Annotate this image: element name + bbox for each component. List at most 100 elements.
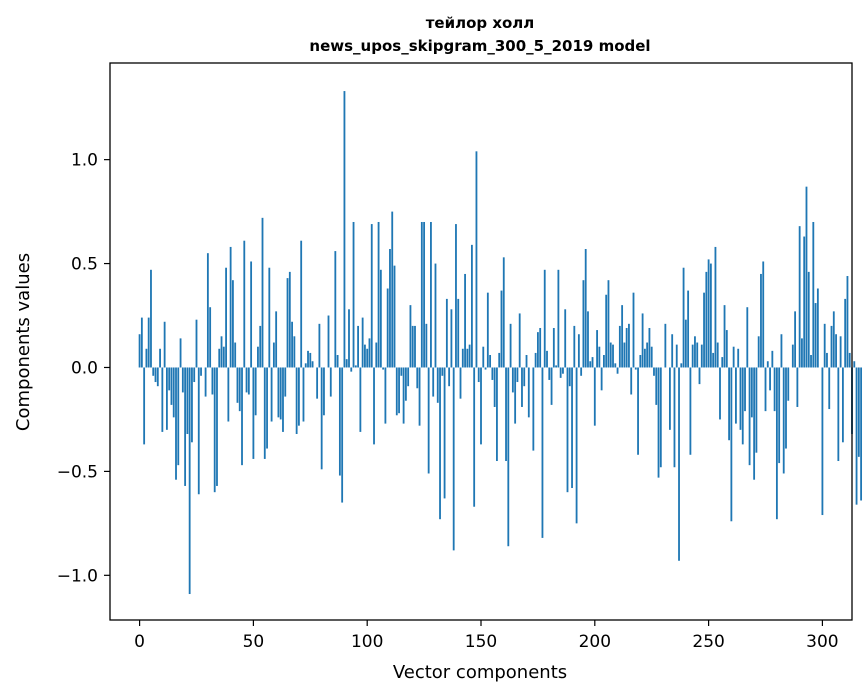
bar-256: [721, 357, 723, 367]
bar-267: [746, 307, 748, 367]
bar-223: [646, 343, 648, 368]
bar-81: [323, 367, 325, 415]
bar-164: [512, 367, 514, 392]
bar-43: [237, 367, 239, 402]
bar-109: [387, 289, 389, 368]
bar-220: [639, 355, 641, 367]
bar-119: [410, 305, 412, 367]
bar-176: [539, 328, 541, 367]
bar-219: [637, 367, 639, 454]
bar-148: [476, 151, 478, 367]
bar-292: [803, 237, 805, 368]
bar-71: [300, 241, 302, 368]
bar-80: [321, 367, 323, 469]
bar-156: [494, 367, 496, 406]
x-tick-label: 100: [351, 632, 383, 652]
bar-291: [801, 338, 803, 367]
bar-68: [293, 336, 295, 367]
bar-69: [296, 367, 298, 434]
bar-234: [671, 334, 673, 367]
bar-271: [755, 367, 757, 452]
bar-87: [337, 355, 339, 367]
bar-35: [218, 349, 220, 368]
bar-209: [614, 363, 616, 367]
bar-314: [853, 361, 855, 367]
bar-151: [482, 347, 484, 368]
bar-116: [403, 367, 405, 423]
bar-237: [678, 367, 680, 560]
bar-123: [419, 367, 421, 425]
bar-310: [844, 299, 846, 368]
bar-315: [856, 367, 858, 504]
bar-70: [298, 367, 300, 425]
bar-248: [703, 293, 705, 368]
bar-208: [612, 345, 614, 368]
bar-307: [837, 367, 839, 461]
bar-169: [523, 367, 525, 386]
bar-290: [799, 226, 801, 367]
bar-25: [196, 320, 198, 368]
bar-213: [623, 343, 625, 368]
bar-22: [189, 367, 191, 594]
bar-49: [250, 261, 252, 367]
bar-279: [774, 367, 776, 411]
bar-102: [371, 224, 373, 367]
bar-306: [835, 334, 837, 367]
bar-7: [155, 367, 157, 382]
bar-242: [689, 367, 691, 454]
bar-135: [446, 299, 448, 368]
bar-231: [664, 324, 666, 368]
bar-284: [785, 367, 787, 448]
bar-269: [751, 367, 753, 417]
bar-19: [182, 367, 184, 392]
bar-72: [303, 367, 305, 421]
bar-161: [505, 367, 507, 461]
bar-147: [473, 367, 475, 506]
bar-304: [831, 326, 833, 368]
bar-193: [578, 334, 580, 367]
bar-46: [243, 241, 245, 368]
bar-198: [589, 361, 591, 367]
bar-199: [592, 357, 594, 367]
bar-38: [225, 268, 227, 368]
bar-128: [430, 222, 432, 367]
x-tick-label: 250: [692, 632, 724, 652]
bar-247: [701, 345, 703, 368]
bar-55: [264, 367, 266, 458]
bar-229: [660, 367, 662, 467]
bar-113: [396, 367, 398, 415]
bar-196: [585, 249, 587, 367]
bar-112: [394, 266, 396, 368]
bar-211: [619, 326, 621, 368]
bar-127: [428, 367, 430, 473]
bar-214: [626, 328, 628, 367]
bar-259: [728, 367, 730, 440]
bar-225: [651, 347, 653, 368]
bar-32: [212, 367, 214, 394]
bar-118: [407, 367, 409, 386]
bar-202: [598, 347, 600, 368]
bar-281: [778, 367, 780, 463]
bar-268: [749, 367, 751, 465]
bar-266: [744, 367, 746, 411]
bar-262: [735, 367, 737, 423]
bar-106: [380, 270, 382, 368]
bar-100: [366, 349, 368, 368]
bar-89: [341, 367, 343, 502]
bar-94: [353, 222, 355, 367]
bar-115: [400, 367, 402, 375]
bar-265: [742, 367, 744, 444]
bar-61: [278, 367, 280, 417]
bar-59: [273, 343, 275, 368]
bar-183: [555, 365, 557, 367]
bar-190: [571, 367, 573, 488]
bar-264: [740, 367, 742, 429]
bar-221: [642, 313, 644, 367]
bar-9: [159, 349, 161, 368]
bar-243: [692, 345, 694, 368]
bar-245: [696, 343, 698, 368]
bar-166: [517, 367, 519, 382]
